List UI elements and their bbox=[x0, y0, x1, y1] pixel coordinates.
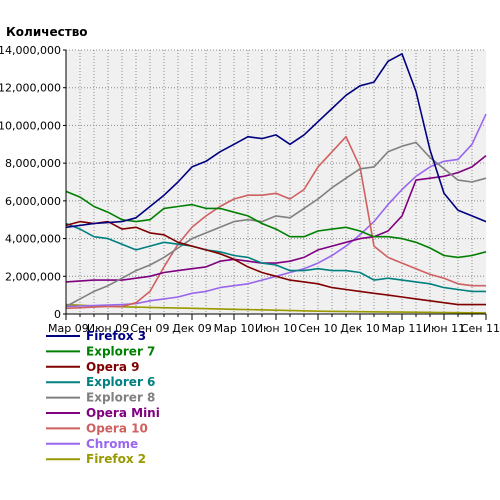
x-tick-label: Дек 10 bbox=[340, 322, 380, 335]
x-tick-label: Сен 09 bbox=[130, 322, 169, 335]
series-line-explorer-6 bbox=[65, 222, 486, 293]
x-tick-label: Июн 10 bbox=[255, 322, 297, 335]
x-tick-label: Июн 09 bbox=[87, 322, 129, 335]
y-tick-label: 4,000,000 bbox=[5, 233, 61, 246]
series-lines bbox=[65, 52, 487, 314]
legend-label-explorer-6: Explorer 6 bbox=[86, 375, 155, 389]
y-tick-label: 10,000,000 bbox=[0, 119, 61, 132]
x-tick-label: Сен 10 bbox=[298, 322, 337, 335]
x-tick-label: Июн 11 bbox=[423, 322, 465, 335]
y-tick-label: 6,000,000 bbox=[5, 195, 61, 208]
y-tick-label: 12,000,000 bbox=[0, 82, 61, 95]
series-line-opera-mini bbox=[65, 154, 487, 283]
y-tick-label: 14,000,000 bbox=[0, 44, 61, 57]
x-tick-label: Сен 11 bbox=[461, 322, 500, 335]
y-tick-label: 2,000,000 bbox=[5, 270, 61, 283]
x-tick-label: Мар 11 bbox=[382, 322, 423, 335]
legend-label-explorer-8: Explorer 8 bbox=[86, 391, 155, 405]
series-line-explorer-7 bbox=[65, 190, 487, 259]
x-tick-label: Мар 09 bbox=[48, 322, 89, 335]
axes: 0 2,000,000 4,000,000 6,000,000 8,000,000 10,… bbox=[0, 44, 500, 335]
series-line-explorer-8 bbox=[65, 141, 487, 308]
legend-label-explorer-7: Explorer 7 bbox=[86, 344, 155, 358]
x-tick-label: Дек 09 bbox=[172, 322, 212, 335]
series-line-firefox-2 bbox=[65, 303, 487, 314]
series-line-chrome bbox=[65, 113, 487, 308]
legend-label-opera-9: Opera 9 bbox=[86, 360, 139, 374]
legend-label-opera-10: Opera 10 bbox=[86, 421, 148, 435]
series-line-opera-10 bbox=[65, 135, 486, 310]
series-line-firefox-3 bbox=[65, 52, 487, 229]
x-tick-label: Мар 10 bbox=[214, 322, 255, 335]
y-tick-label: 8,000,000 bbox=[5, 157, 61, 170]
legend-label-opera-mini: Opera Mini bbox=[86, 406, 160, 420]
y-tick-label: 0 bbox=[54, 308, 61, 321]
legend-label-chrome: Chrome bbox=[86, 437, 138, 451]
series-line-opera-9 bbox=[65, 220, 486, 306]
legend-label-firefox-2: Firefox 2 bbox=[86, 452, 146, 466]
y-axis-label: Количество bbox=[6, 25, 88, 39]
legend-label-firefox-3: Firefox 3 bbox=[86, 329, 146, 343]
